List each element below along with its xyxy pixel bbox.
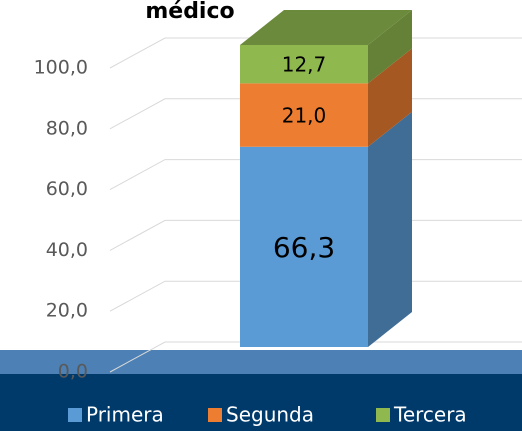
bar [240,45,368,84]
legend-label: Primera [86,403,164,427]
data-label: 21,0 [282,104,327,128]
bar [240,83,368,147]
bar-side [368,48,412,147]
floor-edge [0,350,522,374]
chart-title: médico [145,0,234,24]
y-tick-label: 80,0 [46,117,88,139]
y-tick-label: 100,0 [34,57,88,79]
legend-swatch [376,408,390,422]
y-tick-label: 20,0 [46,300,88,322]
data-label: 12,7 [282,53,327,77]
data-label: 66,3 [273,231,335,264]
bar-side [368,111,412,347]
legend-swatch [68,408,82,422]
bar [240,146,368,347]
y-tick-label: 40,0 [46,239,88,261]
y-tick-label: 60,0 [46,178,88,200]
legend-label: Segunda [226,403,314,427]
y-tick-label: 0,0 [58,361,88,383]
bar-side [368,10,412,84]
legend-label: Tercera [393,403,467,427]
grid-line [109,341,522,373]
bar-top [240,10,412,45]
legend-swatch [208,408,222,422]
